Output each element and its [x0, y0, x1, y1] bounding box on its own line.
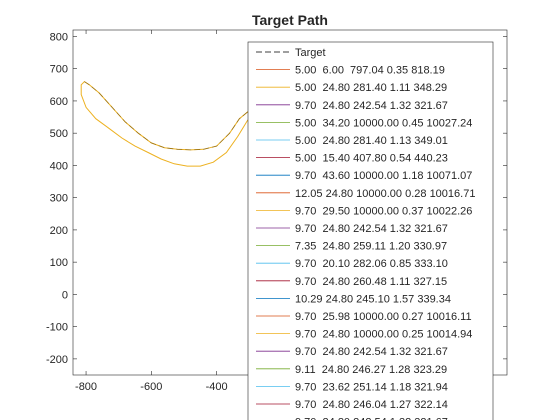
- legend-entry-label: 9.70 24.80 242.54 1.32 321.67: [295, 100, 448, 112]
- y-tick-label: -200: [46, 354, 68, 366]
- axes: 800 700 600 500 400 300 200 100 0 -100 -200 -800 -60…: [46, 29, 508, 393]
- y-tick-label: 700: [50, 64, 68, 76]
- y-tick-label: 100: [50, 257, 68, 269]
- y-tick-label: 0: [62, 289, 68, 301]
- legend-entry-label: 9.70 24.80 10000.00 0.25 10014.94: [295, 329, 472, 341]
- legend-entry-label: 9.70 24.80 242.54 1.32 321.67: [295, 417, 448, 420]
- legend-entry-label: 9.70 23.62 251.14 1.18 321.94: [295, 381, 448, 393]
- legend-entry-label: 9.70 24.80 242.54 1.32 321.67: [295, 346, 448, 358]
- y-tick-label: -100: [46, 322, 68, 334]
- path-series-line: [80, 80, 260, 167]
- legend-entry-label: 5.00 15.40 407.80 0.54 440.23: [295, 153, 448, 165]
- y-tick-label: 400: [50, 160, 68, 172]
- legend-entry-label: 9.70 29.50 10000.00 0.37 10022.26: [295, 205, 472, 217]
- legend-entry-label: 9.70 24.80 242.54 1.32 321.67: [295, 223, 448, 235]
- legend-entry-label: 9.11 24.80 246.27 1.28 323.29: [295, 364, 447, 376]
- legend-entry-label: 9.70 43.60 10000.00 1.18 10071.07: [295, 170, 472, 182]
- target-series-line: [84, 81, 260, 151]
- legend-entry-label: 9.70 25.98 10000.00 0.27 10016.11: [295, 311, 472, 323]
- legend-entry-label: 9.70 24.80 246.04 1.27 322.14: [295, 399, 448, 411]
- legend-entry-label: Target: [295, 47, 326, 59]
- x-tick-label: -800: [75, 381, 97, 393]
- legend[interactable]: Target 5.00 6.00 797.04 0.35 818.19 5.00 2…: [247, 41, 494, 420]
- x-tick-label: -600: [140, 381, 162, 393]
- legend-entry-label: 7.35 24.80 259.11 1.20 330.97: [295, 241, 447, 253]
- y-tick-label: 300: [50, 193, 68, 205]
- y-tick-label: 200: [50, 225, 68, 237]
- legend-entry-label: 10.29 24.80 245.10 1.57 339.34: [295, 293, 451, 305]
- legend-entry-label: 5.00 24.80 281.40 1.13 349.01: [295, 135, 448, 147]
- legend-entry-label: 12.05 24.80 10000.00 0.28 10016.71: [295, 188, 475, 200]
- y-tick-label: 500: [50, 128, 68, 140]
- legend-entry-label: 5.00 24.80 281.40 1.11 348.29: [295, 82, 447, 94]
- chart-title: Target Path: [252, 12, 328, 28]
- legend-entry-label: 5.00 34.20 10000.00 0.45 10027.24: [295, 117, 472, 129]
- legend-entry-label: 9.70 20.10 282.06 0.85 333.10: [295, 258, 448, 270]
- y-tick-label: 600: [50, 96, 68, 108]
- y-tick-label: 800: [50, 31, 68, 43]
- x-tick-label: -400: [206, 381, 228, 393]
- legend-entry-label: 9.70 24.80 260.48 1.11 327.15: [295, 276, 447, 288]
- legend-entry-label: 5.00 6.00 797.04 0.35 818.19: [295, 65, 445, 77]
